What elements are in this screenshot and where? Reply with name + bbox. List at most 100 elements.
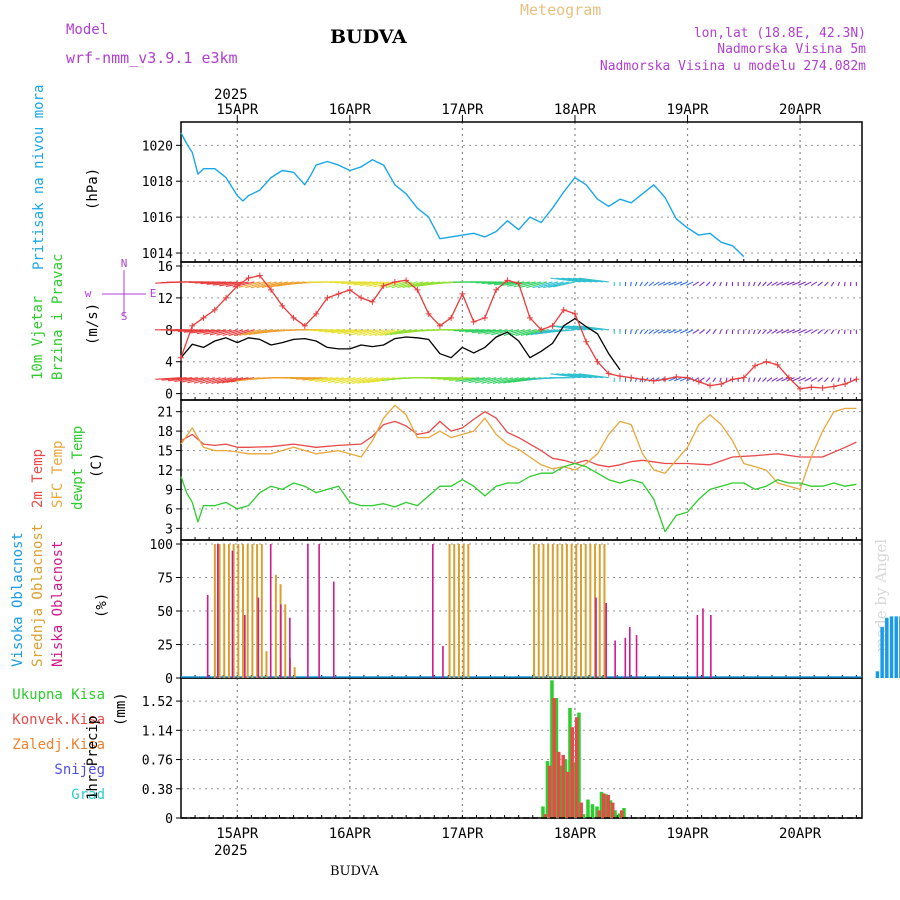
wind-arrow — [550, 373, 581, 379]
wind-arrow — [543, 281, 564, 289]
precip-legend-item: Ukupna Kisa — [12, 687, 105, 703]
cloud-bar-cloud_mid — [265, 651, 268, 678]
cloud-bar-low — [614, 640, 616, 678]
y-tick-label: 1020 — [142, 139, 173, 154]
gust-marker — [684, 374, 691, 381]
wind-arrow — [699, 281, 705, 287]
wind-arrow — [389, 329, 412, 336]
gust-marker — [774, 361, 781, 368]
cloud-bar-cloud_high — [885, 617, 889, 678]
wind-arrow — [653, 329, 660, 334]
wind-arrow — [781, 377, 790, 382]
wind-arrow — [748, 377, 750, 382]
cloud-bar-cloud_mid — [256, 544, 259, 678]
wind-arrow — [556, 277, 587, 283]
wind-arrow — [692, 377, 700, 382]
wind-arrow — [200, 281, 227, 285]
wind-arrow — [155, 377, 182, 380]
wind-arrow — [193, 377, 215, 384]
gust-marker — [842, 381, 849, 388]
wind-arrow — [781, 281, 790, 286]
wind-arrow — [674, 281, 683, 286]
model-label: Model — [66, 22, 108, 38]
precip-bar-precip_conv — [570, 727, 574, 818]
gust-marker — [560, 306, 567, 313]
gust-marker — [448, 314, 455, 321]
y-tick-label: 50 — [157, 605, 173, 620]
gust-marker — [436, 322, 443, 329]
precip-bar-precip_total — [599, 791, 604, 818]
wind-arrow — [296, 377, 322, 380]
cloud-bar-cloud_mid — [603, 544, 606, 678]
temp-ylabel-1: 2m Temp — [30, 449, 46, 508]
wind-arrow — [353, 281, 379, 286]
chart-title: Meteogram — [520, 1, 601, 19]
cloud-bar-low — [595, 597, 597, 678]
panel-frame — [180, 677, 863, 819]
wind-arrow — [725, 329, 728, 335]
gust-marker — [594, 358, 601, 365]
wind-arrow — [498, 377, 519, 384]
precip-bar-precip_conv — [561, 754, 565, 818]
wind-arrow — [561, 277, 592, 283]
precip-bar-precip_total — [541, 806, 545, 818]
wind-arrow — [817, 377, 823, 382]
wind-unit: (m/s) — [85, 303, 101, 345]
wind-arrow — [407, 281, 429, 288]
cloud-bar-cloud_mid — [251, 544, 254, 678]
model-elevation-label: Nadmorska Visina u modelu 274.082m — [600, 59, 866, 74]
gust-marker — [211, 306, 218, 313]
gust-marker — [256, 272, 263, 279]
y-tick-label: 15 — [157, 445, 173, 460]
cloud-bar-cloud_mid — [293, 667, 296, 678]
wind-arrow — [549, 329, 576, 333]
precip-bar-precip_conv — [601, 793, 606, 818]
precip-bar-precip_total — [545, 761, 550, 818]
gust-marker — [515, 280, 522, 287]
precip-bar-precip_total — [622, 808, 626, 818]
wind-arrow — [567, 325, 598, 331]
precip-bar-precip_total — [590, 804, 595, 818]
wind-arrow — [757, 329, 762, 335]
cloud-bar-cloud_mid — [467, 544, 470, 678]
wind-arrow — [556, 373, 587, 379]
wind-arrow — [674, 377, 683, 382]
wind-arrow — [468, 377, 491, 384]
wind-arrow — [550, 325, 581, 331]
wind-arrow — [211, 377, 232, 385]
wind-arrow — [234, 329, 255, 337]
cloud-bar-cloud_mid — [260, 544, 263, 678]
model-name: wrf-nmm_v3.9.1 e3km — [66, 49, 238, 67]
wind-arrow — [634, 281, 638, 287]
wind-arrow — [692, 281, 700, 287]
precip-bar-precip_total — [595, 806, 599, 818]
wind-arrow — [228, 329, 249, 337]
cloud-bar-cloud_mid — [448, 544, 451, 678]
wind-arrow — [196, 329, 221, 335]
wind-arrow — [766, 281, 773, 287]
cloud-bar-low — [257, 597, 260, 678]
cloud-bar-low — [432, 544, 434, 678]
cloud-bar-cloud_mid — [213, 544, 216, 678]
wind-arrow — [766, 329, 773, 335]
station-title: BUDVA — [330, 26, 407, 48]
cloud-bar-low — [206, 594, 209, 678]
wind-arrow — [699, 377, 705, 382]
wind-arrow — [719, 281, 722, 287]
cloud-bar-cloud_mid — [575, 544, 578, 678]
cloud-bar-cloud_mid — [584, 544, 587, 678]
gust-marker — [616, 373, 623, 380]
temp-ylabel-3: dewpt Temp — [70, 426, 86, 510]
wind-arrow — [161, 377, 187, 381]
cloud-bar-cloud_mid — [237, 544, 240, 678]
cloud-bar-low — [289, 617, 291, 678]
top-day-labels: 15APR 16APR 17APR 18APR 19APR 20APR — [216, 102, 822, 118]
wind-arrow — [261, 281, 283, 289]
wind-arrow — [509, 329, 531, 337]
gust-marker — [178, 354, 184, 361]
wind-arrow — [318, 329, 345, 332]
precip-bar-precip_total — [586, 799, 590, 818]
cloud-bar-cloud_mid — [274, 574, 277, 678]
wind-arrow — [810, 329, 818, 334]
wind-arrow — [356, 329, 379, 336]
